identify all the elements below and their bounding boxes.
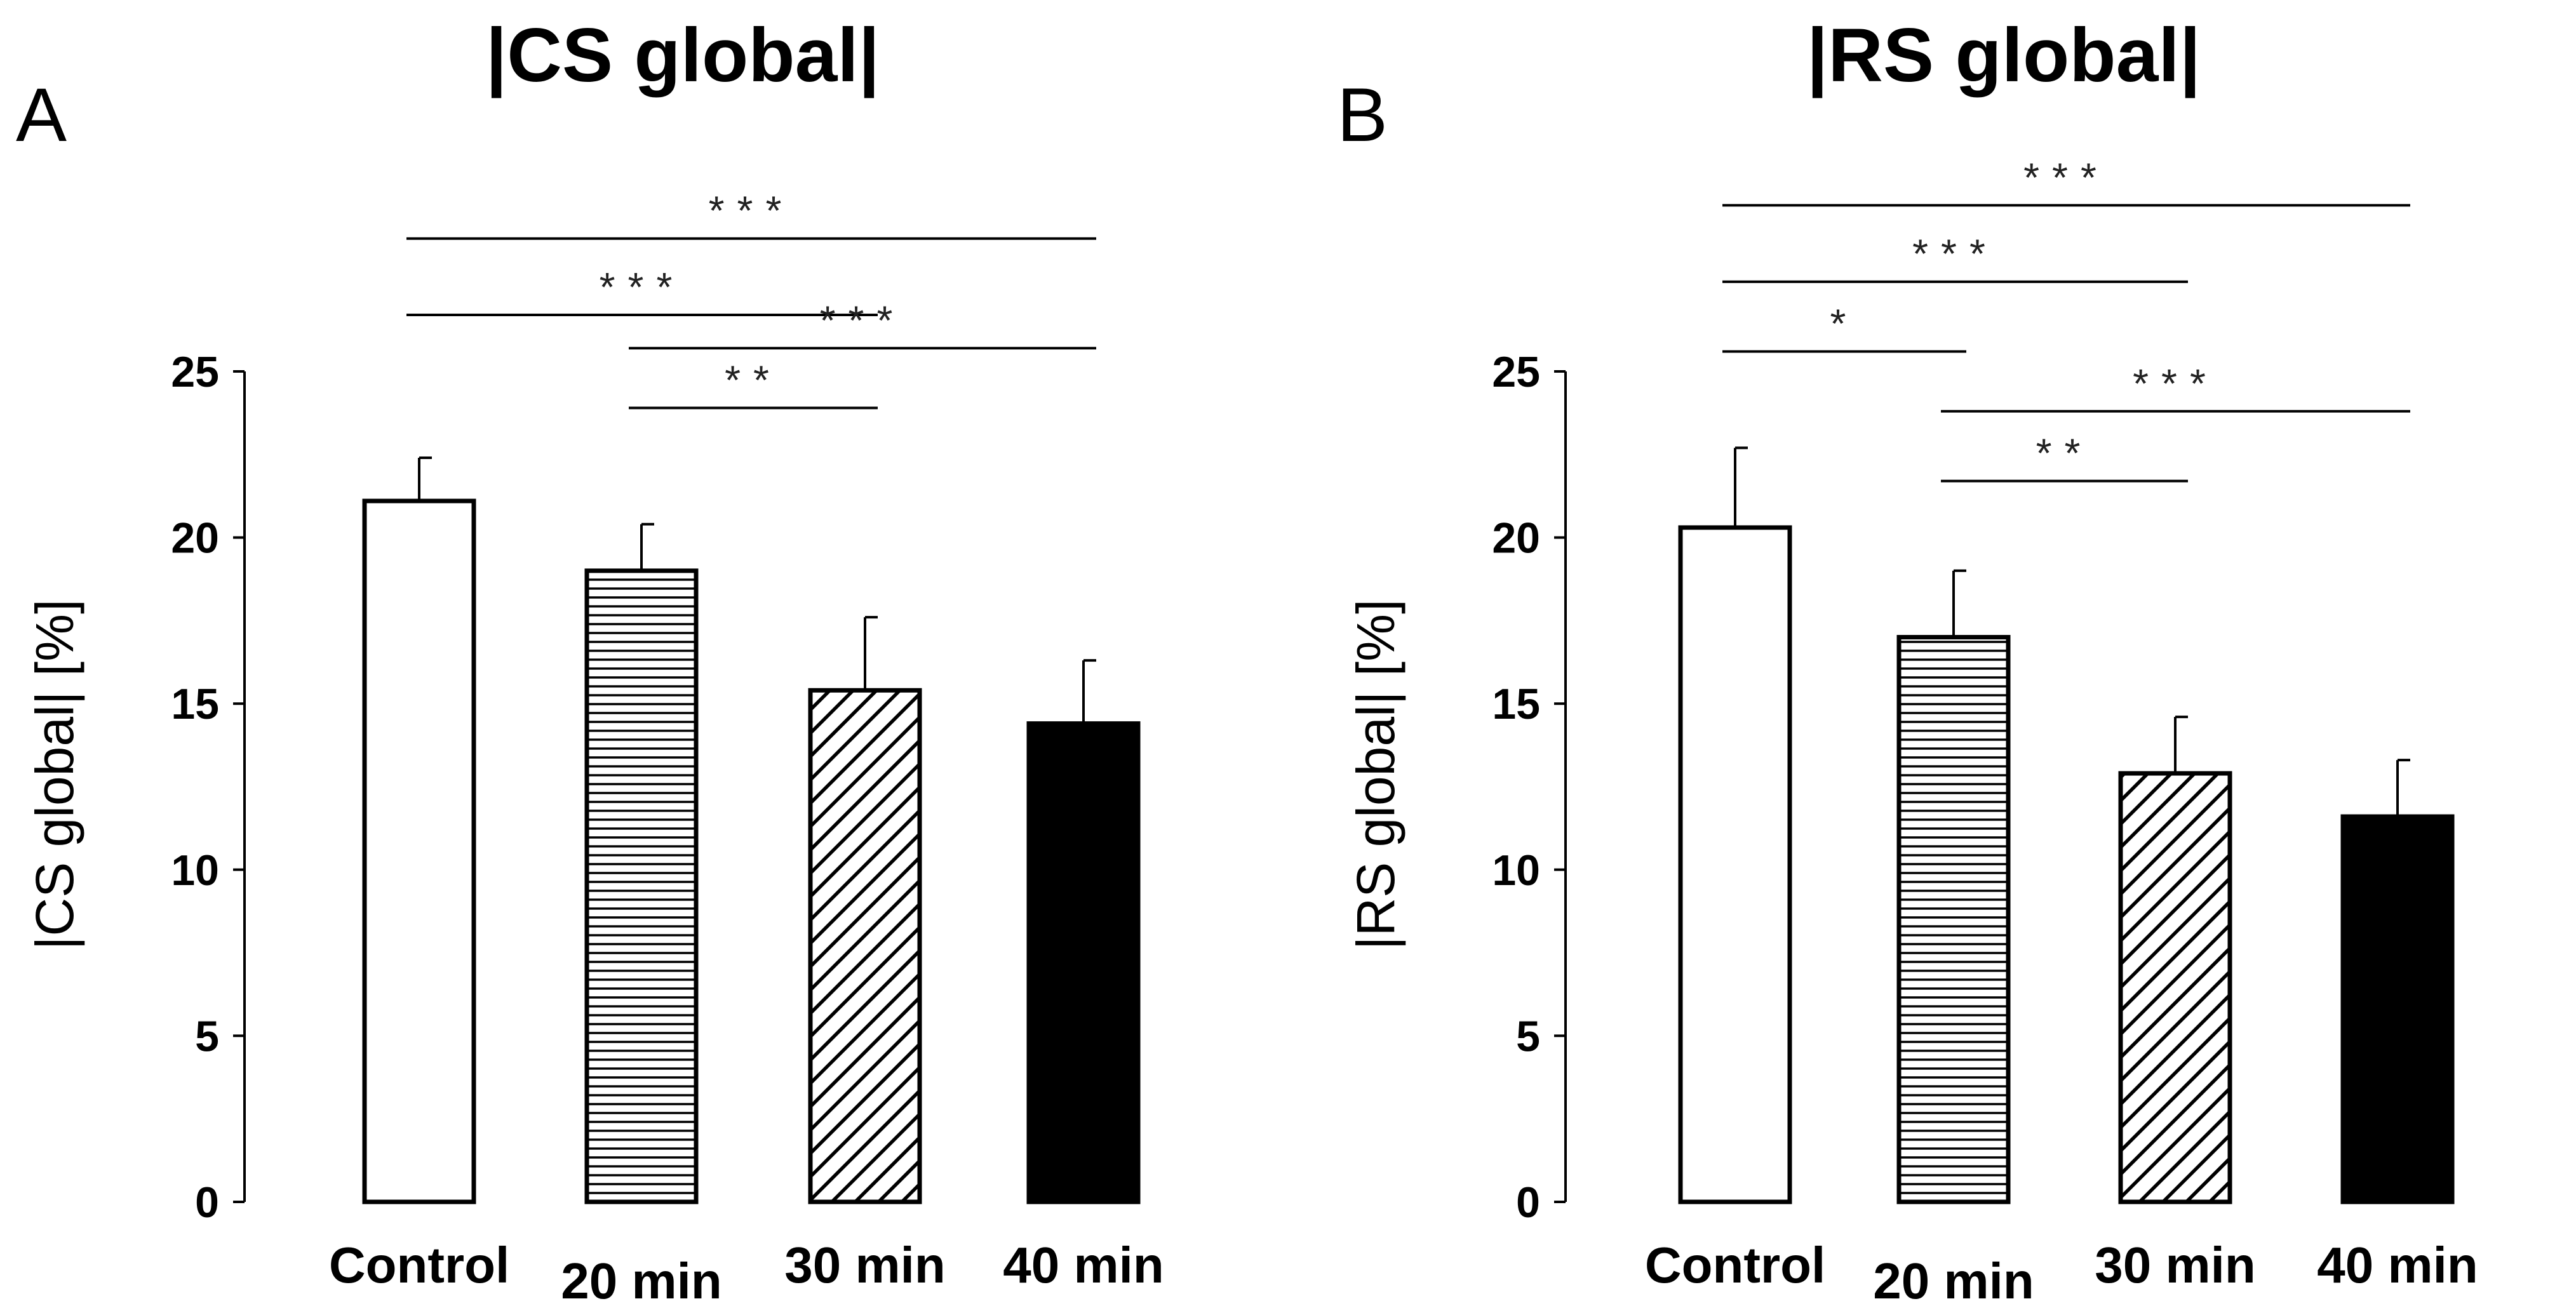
y-tick-label: 0	[195, 1178, 219, 1227]
y-axis-label: |RS global| [%]	[1346, 599, 1405, 950]
y-tick-label: 15	[1492, 680, 1540, 728]
y-tick-label: 10	[171, 846, 219, 895]
bar-30-min	[808, 688, 922, 1204]
y-tick-label: 25	[171, 348, 219, 396]
chart-panel-a: A |CS global| 0 5 10 15 20 25 |CS global| [%] Con…	[16, 13, 1164, 1309]
x-category-label: 20 min	[561, 1253, 721, 1309]
y-axis-label: |CS global| [%]	[25, 599, 84, 950]
x-category-label: 40 min	[2317, 1237, 2478, 1293]
chart-panel-b: B |RS global| 0 5 10 15 20 25 |RS global| [%] Con…	[1337, 13, 2478, 1309]
bar-20-min	[584, 568, 699, 1204]
chart-title: |CS global|	[486, 13, 880, 98]
y-tick-label: 0	[1516, 1178, 1540, 1227]
x-category-label: Control	[1645, 1237, 1825, 1293]
bar-40-min	[1026, 721, 1141, 1204]
x-category-label: 30 min	[784, 1237, 945, 1293]
x-category-label: 30 min	[2095, 1237, 2255, 1293]
panel-letter: A	[16, 72, 67, 157]
bar-30-min	[2118, 771, 2232, 1204]
x-category-label: 40 min	[1003, 1237, 1164, 1293]
y-tick-label: 20	[1492, 514, 1540, 563]
y-tick-label: 5	[1516, 1012, 1540, 1060]
significance-label: ***	[1912, 231, 1998, 277]
bar-control	[362, 498, 476, 1204]
significance-label: ***	[2133, 361, 2218, 406]
panels-container: A |CS global| 0 5 10 15 20 25 |CS global| [%] Con…	[16, 13, 2478, 1309]
x-category-label: 20 min	[1873, 1253, 2034, 1309]
y-tick-label: 20	[171, 514, 219, 563]
y-tick-label: 15	[171, 680, 219, 728]
significance-label: ***	[820, 297, 906, 343]
y-tick-label: 25	[1492, 348, 1540, 396]
significance-label: ***	[600, 264, 685, 310]
panel-letter: B	[1337, 72, 1388, 157]
bar-control	[1678, 525, 1792, 1204]
significance-label: ***	[709, 188, 795, 234]
significance-label: **	[725, 357, 782, 403]
chart-title: |RS global|	[1807, 13, 2201, 98]
y-tick-label: 10	[1492, 846, 1540, 895]
significance-label: **	[2036, 430, 2093, 476]
bar-20-min	[1896, 635, 2011, 1204]
significance-label: ***	[2023, 154, 2109, 200]
significance-label: *	[1830, 301, 1859, 347]
x-category-label: Control	[329, 1237, 509, 1293]
y-tick-label: 5	[195, 1012, 219, 1060]
bar-40-min	[2340, 814, 2455, 1204]
